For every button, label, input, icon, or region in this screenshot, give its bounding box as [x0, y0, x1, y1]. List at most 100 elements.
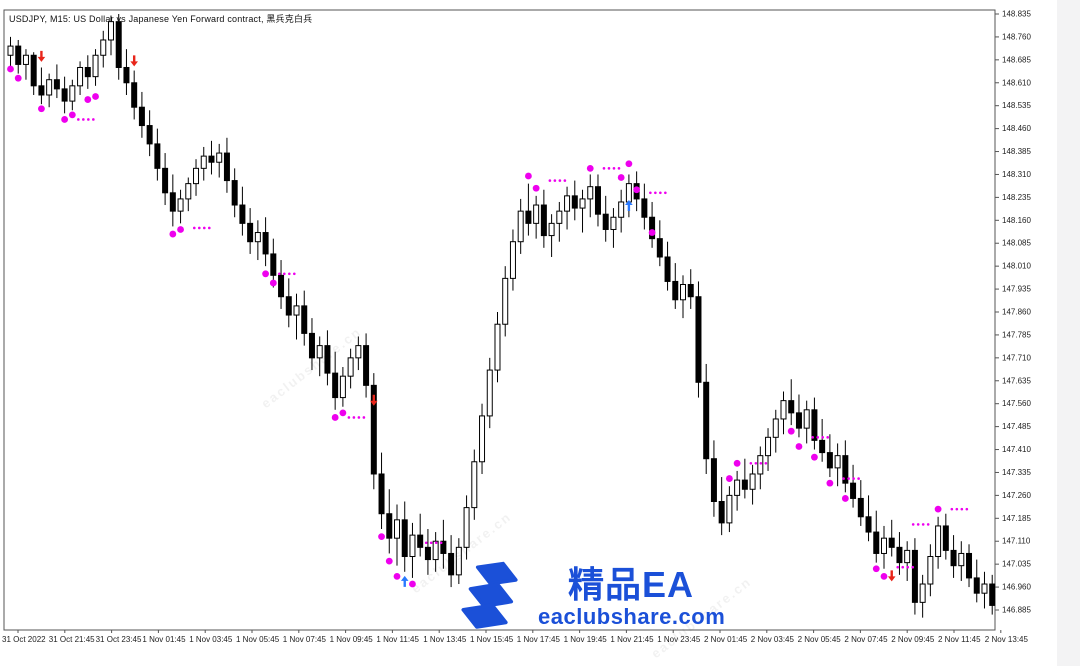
candle [757, 446, 764, 490]
candle [30, 52, 37, 95]
candle [540, 189, 547, 248]
candle [231, 168, 238, 218]
candle [185, 177, 192, 212]
signal-trail-dot [921, 523, 925, 526]
signal-trail-dot [847, 477, 850, 480]
candle [409, 522, 416, 578]
signal-dot [586, 164, 594, 172]
candle-body-bull [981, 583, 988, 594]
signal-trail-dot [617, 167, 621, 170]
candle [386, 489, 393, 554]
watermark-text-block: 精品EA eaclubshare.com [538, 566, 725, 629]
price-tick-label: 147.110 [1002, 537, 1031, 546]
signal-trail-dot [202, 226, 206, 230]
candle [834, 443, 841, 487]
candle-body-bull [193, 167, 200, 185]
candle-body-bear [850, 482, 857, 499]
candle-body-bear [942, 525, 949, 551]
candle-body-bear [162, 167, 169, 194]
candle [270, 238, 277, 288]
signal-dot [795, 443, 803, 450]
signal-trail-dot [896, 565, 900, 569]
candle-body-bull [803, 409, 810, 429]
signal-trail-dot [439, 541, 443, 545]
candle-body-bull [765, 436, 772, 457]
candle-body-bear [966, 552, 973, 579]
price-tick-label: 148.610 [1002, 78, 1031, 87]
candle-body-bear [370, 384, 377, 475]
candle [656, 220, 663, 267]
candle-body-bear [811, 409, 818, 441]
sell-arrow-icon [130, 55, 138, 67]
signal-trail-dot [911, 523, 915, 526]
candle-body-bear [819, 439, 826, 454]
candle [966, 544, 973, 588]
signal-dot [331, 414, 339, 421]
candle [919, 574, 926, 618]
time-tick-label: 1 Nov 11:45 [376, 635, 419, 644]
price-tick-label: 147.185 [1002, 514, 1031, 523]
candle-body-bull [772, 418, 779, 438]
price-tick-label: 148.310 [1002, 170, 1031, 179]
candle-body-bull [22, 54, 29, 65]
candle-body-bull [834, 455, 841, 469]
signal-dot [393, 572, 401, 580]
candle-body-bull [339, 375, 346, 399]
price-tick-label: 148.085 [1002, 239, 1031, 248]
time-tick-label: 1 Nov 21:45 [610, 635, 654, 644]
candle [911, 538, 918, 615]
signal-trail-dot [424, 541, 428, 545]
candle [850, 464, 857, 508]
time-tick-label: 1 Nov 03:45 [189, 635, 233, 644]
candle-body-bull [935, 525, 942, 558]
time-tick-label: 1 Nov 15:45 [470, 635, 514, 644]
candle-body-bull [254, 232, 261, 243]
candle-body-bull [494, 323, 501, 371]
candle [780, 391, 787, 435]
candle-body-bull [564, 195, 571, 212]
candle [285, 278, 292, 328]
candle-body-bull [726, 494, 733, 524]
candle [424, 529, 431, 575]
candle [46, 73, 53, 108]
signal-trail-dot [826, 436, 829, 439]
candle-body-bear [61, 88, 68, 102]
candle-body-bull [316, 345, 323, 359]
candle-body-bull [579, 198, 586, 209]
candle-body-bear [842, 455, 849, 484]
signal-dot [378, 533, 385, 541]
signal-dot [169, 230, 177, 238]
signal-dot [872, 565, 880, 573]
signal-trail-dot [207, 226, 211, 230]
signal-trail-dot [749, 461, 753, 465]
signal-dot [409, 580, 416, 588]
candle-body-bear [38, 85, 45, 96]
signal-trail-dot [553, 179, 557, 182]
candle-body-bull [958, 552, 965, 567]
candle [718, 477, 725, 536]
time-tick-label: 2 Nov 01:45 [704, 635, 748, 644]
signal-trail-dot [821, 436, 824, 439]
signal-trail-dot [926, 523, 930, 526]
signal-dot [61, 116, 69, 123]
signal-trail-dot [911, 565, 915, 569]
candle-body-bear [247, 222, 254, 243]
candle-body-bear [448, 552, 455, 576]
candle-body-bear [332, 372, 339, 399]
candle-body-bear [231, 180, 238, 206]
candle [239, 186, 246, 236]
candle [509, 229, 516, 291]
candle-body-bear [285, 296, 292, 316]
signal-dot [625, 160, 633, 168]
candle [765, 428, 772, 471]
candle [394, 504, 400, 566]
candle-body-bull [7, 45, 14, 56]
candle [463, 495, 470, 560]
signal-trail-dot [563, 179, 567, 182]
candle-body-bull [625, 183, 632, 203]
candle [672, 263, 679, 309]
candle-body-bear [989, 583, 996, 606]
signal-dot [14, 74, 22, 82]
